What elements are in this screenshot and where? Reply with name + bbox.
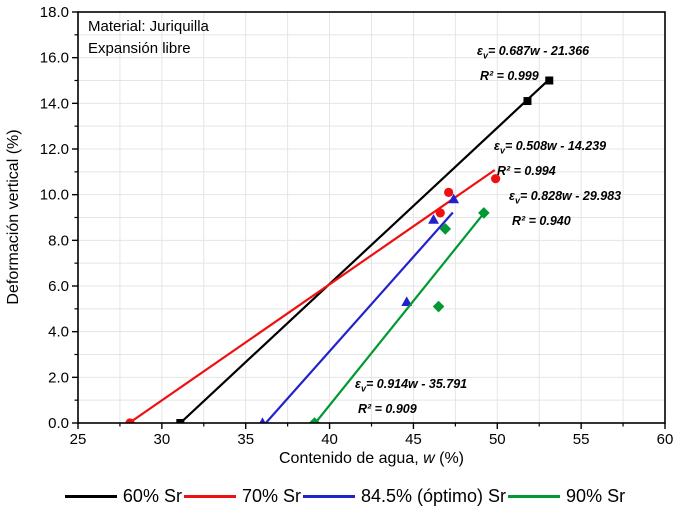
marker-70-sr [435, 208, 445, 218]
fit-line-70-sr [128, 169, 496, 423]
fit-equation: εv= 0.914w - 35.791 [355, 377, 468, 394]
y-tick-label: 6.0 [48, 278, 69, 295]
x-axis-units: (%) [434, 450, 464, 467]
x-tick-label: 60 [657, 431, 674, 448]
y-tick-label: 16.0 [40, 50, 69, 67]
plot-note-material: Material: Juriquilla [88, 18, 209, 35]
fit-equation: εv= 0.828w - 29.983 [509, 189, 622, 206]
marker-60-sr [523, 97, 532, 106]
marker-84-5-ptimo-sr [448, 193, 460, 204]
legend-line-sample [508, 495, 561, 498]
fit-annotation-84-5-ptimo-sr: εv= 0.828w - 29.983 R² = 0.940 [509, 186, 621, 231]
x-tick-label: 55 [573, 431, 590, 448]
marker-70-sr [125, 418, 135, 423]
x-tick-label: 40 [321, 431, 338, 448]
marker-84-5-ptimo-sr [259, 417, 266, 423]
y-tick-label: 12.0 [40, 141, 69, 158]
legend-label: 90% Sr [566, 486, 626, 506]
legend: 60% Sr 70% Sr 84.5% (óptimo) Sr 90% Sr [0, 486, 690, 507]
x-axis-title-text: Contenido de agua, [278, 450, 424, 467]
legend-label: 70% Sr [241, 486, 301, 506]
legend-line-sample [64, 495, 117, 498]
marker-90-sr [308, 417, 321, 423]
y-tick-label: 8.0 [48, 232, 69, 249]
y-tick-label: 10.0 [40, 187, 69, 204]
legend-line-sample [183, 495, 236, 498]
fit-annotation-70-sr: εv= 0.508w - 14.239 R² = 0.994 [494, 136, 606, 181]
x-tick-label: 50 [489, 431, 506, 448]
marker-90-sr [432, 300, 445, 313]
x-axis-title: Contenido de agua, w (%) [78, 450, 665, 468]
legend-label: 84.5% (óptimo) Sr [360, 486, 507, 506]
marker-70-sr [444, 187, 454, 197]
x-tick-label: 35 [237, 431, 254, 448]
plot-note-condition: Expansión libre [88, 40, 191, 57]
legend-item-70-sr: 70% Sr [183, 486, 301, 507]
legend-label: 60% Sr [122, 486, 182, 506]
marker-60-sr [176, 419, 185, 423]
fit-annotation-90-sr: εv= 0.914w - 35.791 R² = 0.909 [355, 374, 467, 419]
legend-item-60-sr: 60% Sr [64, 486, 182, 507]
y-tick-label: 0.0 [48, 415, 69, 432]
y-tick-label: 14.0 [40, 95, 69, 112]
fit-equation: εv= 0.508w - 14.239 [494, 139, 607, 156]
y-axis-title: Deformación vertical (%) [5, 129, 22, 305]
legend-item-90-sr: 90% Sr [508, 486, 625, 507]
marker-70-sr [491, 174, 501, 184]
x-tick-label: 45 [405, 431, 422, 448]
fit-r-squared: R² = 0.909 [358, 401, 417, 416]
fit-r-squared: R² = 0.994 [497, 163, 556, 178]
marker-90-sr [478, 207, 490, 219]
marker-60-sr [545, 76, 554, 85]
marker-84-5-ptimo-sr [428, 214, 439, 224]
fit-line-90-sr [314, 211, 486, 423]
fit-r-squared: R² = 0.999 [480, 68, 539, 83]
x-tick-label: 25 [70, 431, 87, 448]
fit-line-84-5-ptimo-sr [265, 211, 454, 423]
y-tick-label: 18.0 [40, 4, 69, 21]
fit-equation: εv= 0.687w - 21.366 [477, 44, 590, 61]
legend-line-sample [302, 495, 355, 498]
legend-item-84-5-ptimo-sr: 84.5% (óptimo) Sr [302, 486, 507, 507]
fit-annotation-60-sr: εv= 0.687w - 21.366 R² = 0.999 [477, 41, 589, 86]
y-tick-label: 4.0 [48, 324, 69, 341]
fit-r-squared: R² = 0.940 [512, 213, 571, 228]
series-layer [125, 76, 554, 423]
fit-line-60-sr [179, 78, 551, 423]
marker-90-sr [439, 223, 452, 235]
y-tick-label: 2.0 [48, 369, 69, 386]
x-tick-label: 30 [154, 431, 171, 448]
marker-84-5-ptimo-sr [401, 296, 413, 306]
x-axis-variable: w [423, 450, 435, 467]
